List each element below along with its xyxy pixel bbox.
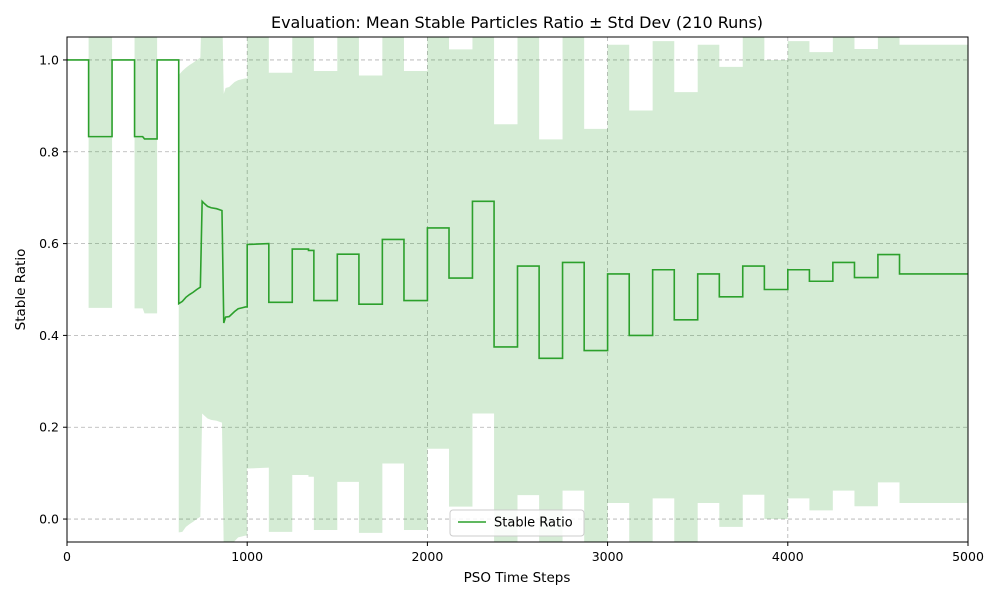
mean-line-group: [67, 59, 968, 360]
y-axis-ticks: 0.0 0.2 0.4 0.6 0.8 1.0: [39, 52, 67, 527]
x-tick-label: 5000: [952, 549, 984, 564]
y-axis-label: Stable Ratio: [13, 249, 29, 331]
y-tick-label: 1.0: [39, 52, 59, 67]
legend-box: [449, 509, 585, 537]
x-tick-label: 3000: [592, 549, 624, 564]
x-axis-label: PSO Time Steps: [464, 570, 571, 586]
y-tick-label: 0.4: [39, 328, 59, 343]
y-tick-label: 0.2: [39, 420, 59, 435]
chart-title: Evaluation: Mean Stable Particles Ratio …: [271, 13, 763, 32]
y-tick-label: 0.6: [39, 236, 59, 251]
x-axis-ticks: 0 1000 2000 3000 4000 5000: [63, 542, 984, 564]
y-tick-label: 0.0: [39, 512, 59, 527]
y-tick-label: 0.8: [39, 144, 59, 159]
legend-label-stable-ratio: Stable Ratio: [494, 516, 573, 531]
series-line-stable-ratio: [67, 59, 968, 360]
x-tick-label: 4000: [772, 549, 804, 564]
x-tick-label: 0: [63, 549, 71, 564]
legend: Stable Ratio: [449, 509, 585, 537]
plot-frame: [66, 36, 969, 543]
x-tick-label: 1000: [231, 549, 263, 564]
x-tick-label: 2000: [411, 549, 443, 564]
